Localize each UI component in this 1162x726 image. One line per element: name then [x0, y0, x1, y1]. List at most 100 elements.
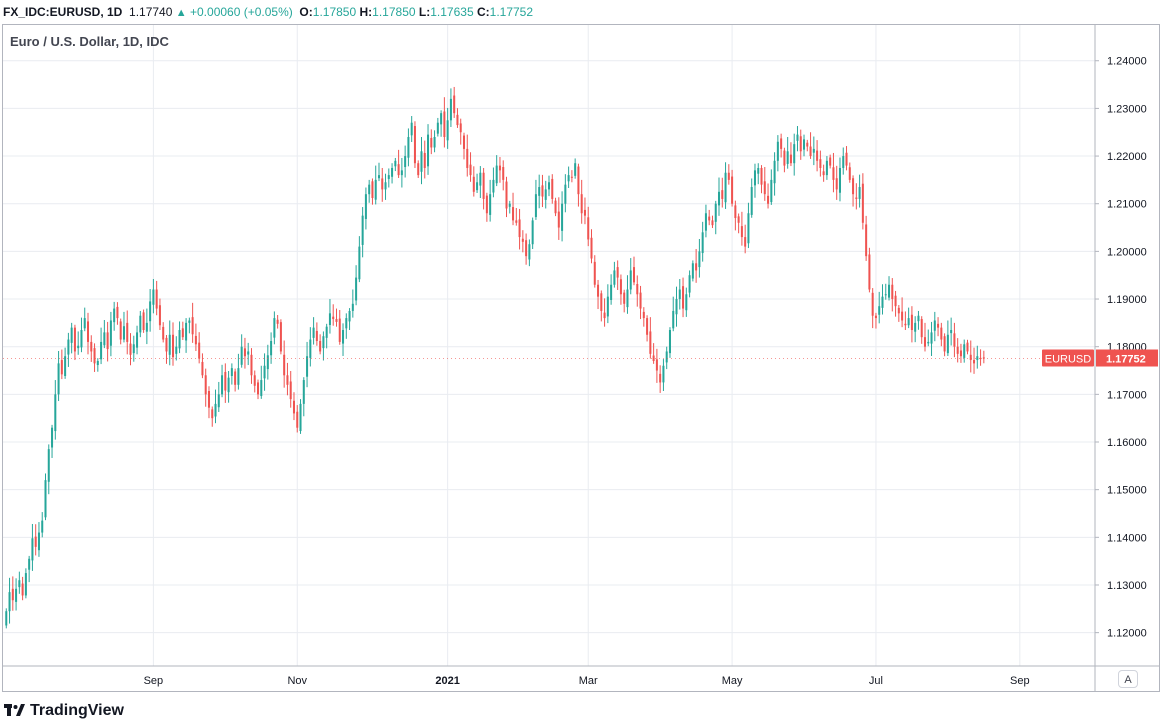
- candle-body: [407, 136, 410, 158]
- candle: [230, 363, 233, 385]
- candle: [858, 174, 861, 208]
- candle: [685, 287, 688, 317]
- candle: [433, 130, 436, 153]
- candle-body: [227, 377, 230, 393]
- candle-body: [296, 411, 299, 428]
- candle: [358, 236, 361, 283]
- candle: [368, 179, 371, 203]
- candles: [5, 86, 985, 629]
- candle: [201, 353, 204, 379]
- candle-body: [966, 342, 969, 352]
- candle-body: [521, 238, 524, 242]
- candle-body: [430, 137, 433, 148]
- candle-body: [263, 365, 266, 379]
- candle: [142, 309, 145, 333]
- up-triangle-icon: ▲: [175, 7, 187, 19]
- candle: [809, 132, 812, 159]
- candle: [956, 338, 959, 363]
- candle: [534, 179, 537, 220]
- candle-body: [724, 172, 727, 203]
- candle-body: [881, 296, 884, 308]
- candle-body: [214, 403, 217, 417]
- candle: [103, 320, 106, 349]
- candle-body: [721, 190, 724, 199]
- candle: [763, 167, 766, 201]
- candle-body: [132, 344, 135, 354]
- candle: [436, 117, 439, 137]
- candle-body: [188, 320, 191, 323]
- candle-body: [629, 270, 632, 290]
- candle-body: [531, 220, 534, 245]
- candle: [780, 133, 783, 158]
- candle: [953, 322, 956, 358]
- candle-body: [685, 294, 688, 311]
- open-value: 1.17850: [312, 5, 357, 19]
- candle-body: [979, 357, 982, 360]
- candle-body: [874, 315, 877, 319]
- candle-body: [626, 289, 629, 308]
- candle: [51, 424, 54, 458]
- candle-body: [861, 183, 864, 223]
- candle-body: [561, 203, 564, 231]
- candle-body: [567, 175, 570, 182]
- chart-grid: [3, 25, 1095, 666]
- candle: [606, 284, 609, 324]
- candle-body: [587, 217, 590, 240]
- candle: [776, 135, 779, 172]
- candle-body: [930, 332, 933, 344]
- candle: [907, 307, 910, 329]
- y-tick-label: 1.15000: [1107, 485, 1147, 497]
- candle: [852, 175, 855, 207]
- candle: [891, 278, 894, 312]
- candle-body: [328, 313, 331, 326]
- candle-body: [286, 375, 289, 385]
- candle-body: [149, 301, 152, 322]
- candle-body: [803, 139, 806, 150]
- candle: [80, 317, 83, 353]
- candle: [760, 165, 763, 194]
- candle-body: [904, 323, 907, 326]
- candle: [878, 291, 881, 324]
- candle-body: [701, 232, 704, 254]
- candle-body: [309, 339, 312, 358]
- candle: [345, 313, 348, 339]
- candle-body: [865, 224, 868, 257]
- y-tick-label: 1.16000: [1107, 437, 1147, 449]
- candle-body: [760, 167, 763, 185]
- tradingview-brand[interactable]: TradingView: [4, 702, 124, 720]
- candle-body: [8, 592, 11, 612]
- candle-body: [655, 359, 658, 371]
- candle: [247, 342, 250, 366]
- candle: [106, 321, 109, 362]
- candle-body: [191, 317, 194, 335]
- symbol-badge: [1042, 349, 1094, 367]
- candle: [381, 167, 384, 202]
- candle-body: [564, 184, 567, 204]
- candle: [417, 160, 420, 178]
- tradingview-logo-icon: [4, 704, 26, 718]
- candle: [371, 178, 374, 205]
- candle-body: [698, 251, 701, 268]
- candle-body: [126, 322, 129, 342]
- candle-body: [472, 176, 475, 192]
- candle-body: [767, 195, 770, 204]
- candle-body: [623, 292, 626, 304]
- candle: [646, 315, 649, 342]
- candle-body: [178, 330, 181, 349]
- auto-scale-button[interactable]: A: [1118, 670, 1138, 688]
- candle: [531, 217, 534, 249]
- candle: [704, 204, 707, 238]
- candle: [672, 296, 675, 332]
- candle: [325, 323, 328, 349]
- candle-body: [283, 354, 286, 376]
- symbol-label[interactable]: FX_IDC:EURUSD, 1D: [3, 5, 123, 19]
- x-tick-label: May: [722, 675, 743, 687]
- candle-body: [682, 286, 685, 309]
- candle-body: [325, 326, 328, 338]
- candle: [930, 321, 933, 356]
- candle-body: [368, 184, 371, 195]
- candle-body: [162, 326, 165, 340]
- candle-body: [570, 176, 573, 178]
- candle: [963, 339, 966, 363]
